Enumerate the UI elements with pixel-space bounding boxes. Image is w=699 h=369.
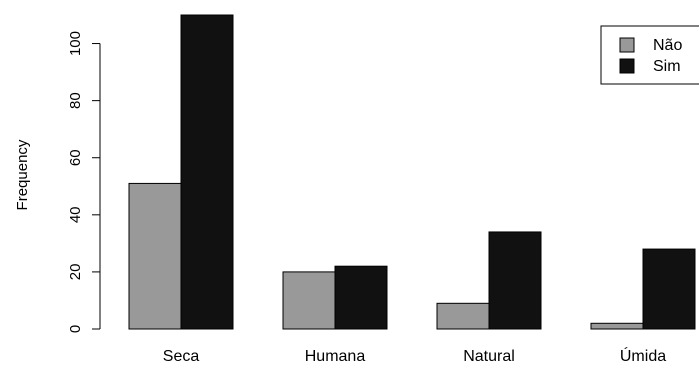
bar-seca-sim xyxy=(180,14,234,330)
x-axis-labels: Seca Humana Natural Úmida xyxy=(163,346,666,365)
legend-box xyxy=(600,25,699,85)
y-tick-label: 0 xyxy=(67,325,84,333)
bar-úmida-sim xyxy=(642,248,696,330)
legend-label-sim: Sim xyxy=(653,58,681,75)
y-tick-label: 60 xyxy=(67,149,84,166)
bars-group xyxy=(128,14,696,330)
y-axis-title: Frequency xyxy=(14,139,31,210)
bar-úmida-nao xyxy=(590,322,644,330)
y-tick-label: 40 xyxy=(67,206,84,223)
bar-seca-nao xyxy=(128,182,182,330)
y-tick-label: 100 xyxy=(67,31,84,56)
y-axis: 0 20 40 60 80 100 xyxy=(67,31,101,333)
legend: Não Sim xyxy=(600,25,699,85)
y-tick-label: 80 xyxy=(67,92,84,109)
bar-humana-nao xyxy=(282,271,336,330)
x-category-label: Humana xyxy=(305,348,366,365)
legend-swatch-nao xyxy=(619,37,635,53)
x-category-label: Úmida xyxy=(620,346,666,365)
y-tick-label: 20 xyxy=(67,264,84,281)
bar-humana-sim xyxy=(334,265,388,330)
bar-natural-sim xyxy=(488,231,542,330)
x-category-label: Seca xyxy=(163,348,200,365)
x-category-label: Natural xyxy=(463,348,515,365)
legend-swatch-sim xyxy=(619,58,635,74)
bar-natural-nao xyxy=(436,302,490,330)
legend-label-nao: Não xyxy=(653,37,682,54)
